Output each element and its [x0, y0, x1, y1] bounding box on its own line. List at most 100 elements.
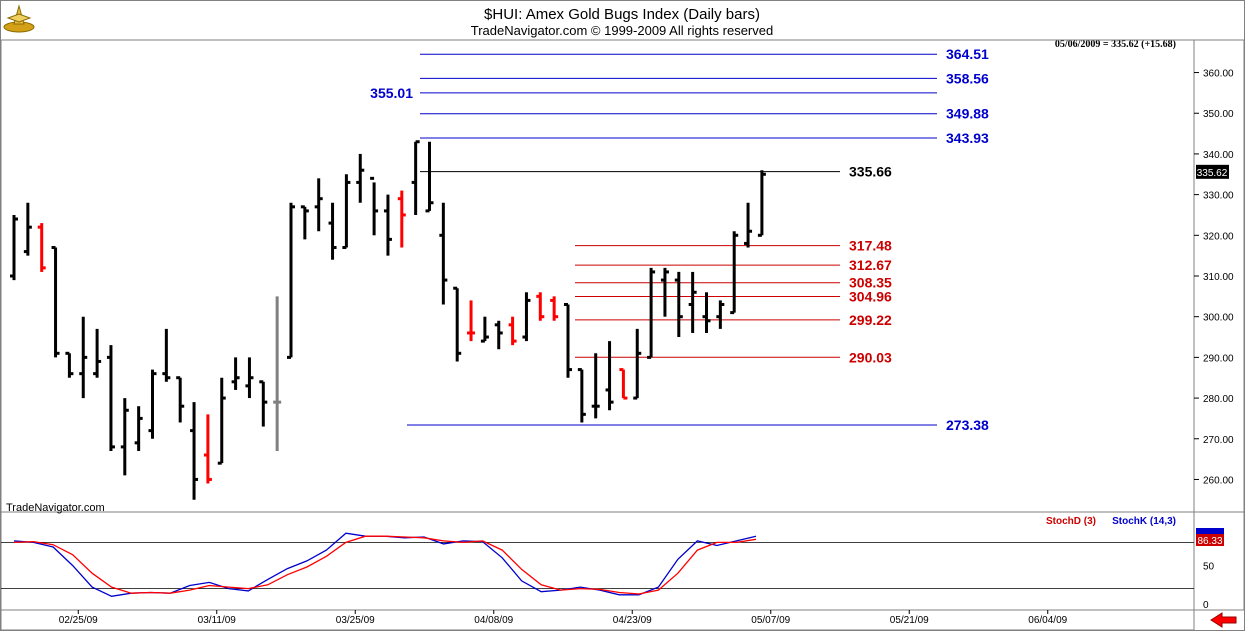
- x-tick-label: 04/08/09: [474, 615, 513, 626]
- ohlc-bar: [162, 328, 171, 382]
- y-tick-label: 290.00: [1203, 353, 1234, 364]
- ohlc-bar: [51, 246, 60, 358]
- ohlc-bar: [550, 296, 559, 321]
- stoch-d-value: 86.33: [1197, 536, 1222, 547]
- ohlc-bar: [591, 353, 600, 419]
- ohlc-bar: [439, 202, 448, 305]
- ohlc-bar: [79, 316, 88, 399]
- y-tick-label: 260.00: [1203, 475, 1234, 486]
- ohlc-bar: [370, 176, 379, 236]
- y-tick-label: 320.00: [1203, 231, 1234, 242]
- ohlc-bar: [134, 406, 143, 451]
- ohlc-bar: [148, 369, 157, 439]
- date-axis: 02/25/09 03/11/09 03/25/09 04/08/09 04/23/09…: [59, 610, 1068, 626]
- x-tick-label: 03/25/09: [336, 615, 375, 626]
- x-tick-label: 03/11/09: [198, 615, 237, 626]
- ohlc-bar: [203, 414, 212, 484]
- level-label: 290.03: [849, 349, 892, 365]
- ohlc-bar: [522, 292, 531, 342]
- level-label: 304.96: [849, 289, 892, 305]
- ohlc-bar: [93, 328, 102, 378]
- x-tick-label: 05/07/09: [751, 615, 790, 626]
- ohlc-bar: [716, 300, 725, 329]
- ohlc-bar: [10, 214, 18, 281]
- ohlc-bar: [674, 271, 683, 338]
- ohlc-bar: [633, 328, 642, 400]
- ohlc-bar: [397, 190, 406, 248]
- stoch-k-badge: [1196, 528, 1224, 534]
- watermark-text: TradeNavigator.com: [6, 502, 105, 514]
- ohlc-bar: [605, 341, 614, 411]
- stochastic-panel: 0 50 86.33: [1, 528, 1224, 611]
- ohlc-bar: [425, 141, 434, 213]
- ohlc-bar: [619, 368, 628, 400]
- ohlc-bar: [259, 380, 268, 427]
- x-tick-label: 04/23/09: [613, 615, 652, 626]
- x-tick-label: 02/25/09: [59, 615, 98, 626]
- ohlc-bar: [688, 271, 697, 333]
- y-tick-label: 300.00: [1203, 313, 1234, 324]
- price-bars: [10, 140, 766, 500]
- level-label: 355.01: [370, 85, 413, 101]
- ohlc-bar: [702, 292, 711, 333]
- ohlc-bar: [300, 205, 309, 240]
- ohlc-bar: [217, 377, 226, 465]
- x-tick-label: 06/04/09: [1028, 615, 1067, 626]
- level-label: 364.51: [946, 46, 989, 62]
- level-label: 349.88: [946, 106, 989, 122]
- ohlc-bar: [120, 398, 129, 476]
- ohlc-bar: [744, 202, 753, 248]
- y-tick-label: 350.00: [1203, 109, 1234, 120]
- ohlc-bar: [23, 202, 32, 256]
- ohlc-bar: [383, 194, 392, 256]
- ohlc-bar: [190, 402, 199, 500]
- date-axis-panel: [0, 609, 1195, 631]
- stoch-axis-panel: [1193, 511, 1245, 611]
- ohlc-bar: [328, 202, 337, 260]
- level-label: 358.56: [946, 70, 989, 86]
- stoch-k-legend: StochK (14,3): [1112, 516, 1176, 527]
- y-tick-label: 360.00: [1203, 69, 1234, 80]
- ohlc-bar: [287, 202, 295, 359]
- copyright-text: TradeNavigator.com © 1999-2009 All right…: [471, 23, 773, 38]
- x-tick-label: 05/21/09: [890, 615, 929, 626]
- y-tick-label: 330.00: [1203, 191, 1234, 202]
- ohlc-bar: [356, 153, 365, 203]
- y-tick-label: 270.00: [1203, 435, 1234, 446]
- y-tick-label: 340.00: [1203, 150, 1234, 161]
- level-label: 343.93: [946, 130, 989, 146]
- stoch-tick-label: 50: [1203, 562, 1215, 573]
- last-quote-text: 05/06/2009 = 335.62 (+15.68): [1055, 39, 1176, 50]
- ohlc-bar: [757, 170, 766, 237]
- ohlc-bar: [508, 316, 517, 346]
- level-label: 335.66: [849, 164, 892, 180]
- chart-title: $HUI: Amex Gold Bugs Index (Daily bars): [484, 6, 760, 23]
- ohlc-bar: [647, 267, 656, 359]
- last-price-label: 335.62: [1197, 168, 1228, 179]
- ohlc-bar: [536, 292, 545, 321]
- ohlc-bar: [314, 178, 323, 232]
- ohlc-bar: [730, 231, 739, 315]
- ohlc-bar: [577, 368, 586, 423]
- ohlc-bar: [467, 300, 476, 342]
- level-label: 312.67: [849, 257, 892, 273]
- ohlc-bar: [564, 302, 572, 378]
- ohlc-bar: [411, 140, 420, 215]
- stoch-tick-label: 0: [1203, 600, 1209, 611]
- ohlc-bar: [660, 267, 669, 317]
- stoch-d-badge: [1196, 534, 1224, 546]
- scroll-right-arrow-icon[interactable]: [1210, 612, 1237, 628]
- level-label: 299.22: [849, 312, 892, 328]
- ohlc-bar: [245, 357, 254, 399]
- level-label: 273.38: [946, 417, 989, 433]
- level-label: 317.48: [849, 238, 892, 254]
- stoch-d-legend: StochD (3): [1046, 516, 1096, 527]
- ohlc-bar: [480, 316, 489, 343]
- stoch-d-line: [13, 535, 757, 595]
- ohlc-bar: [65, 351, 74, 378]
- y-tick-label: 280.00: [1203, 394, 1234, 405]
- price-axis: 260.00 270.00 280.00 290.00 300.00 310.00 320.…: [1194, 69, 1234, 486]
- ohlc-bar: [453, 286, 462, 362]
